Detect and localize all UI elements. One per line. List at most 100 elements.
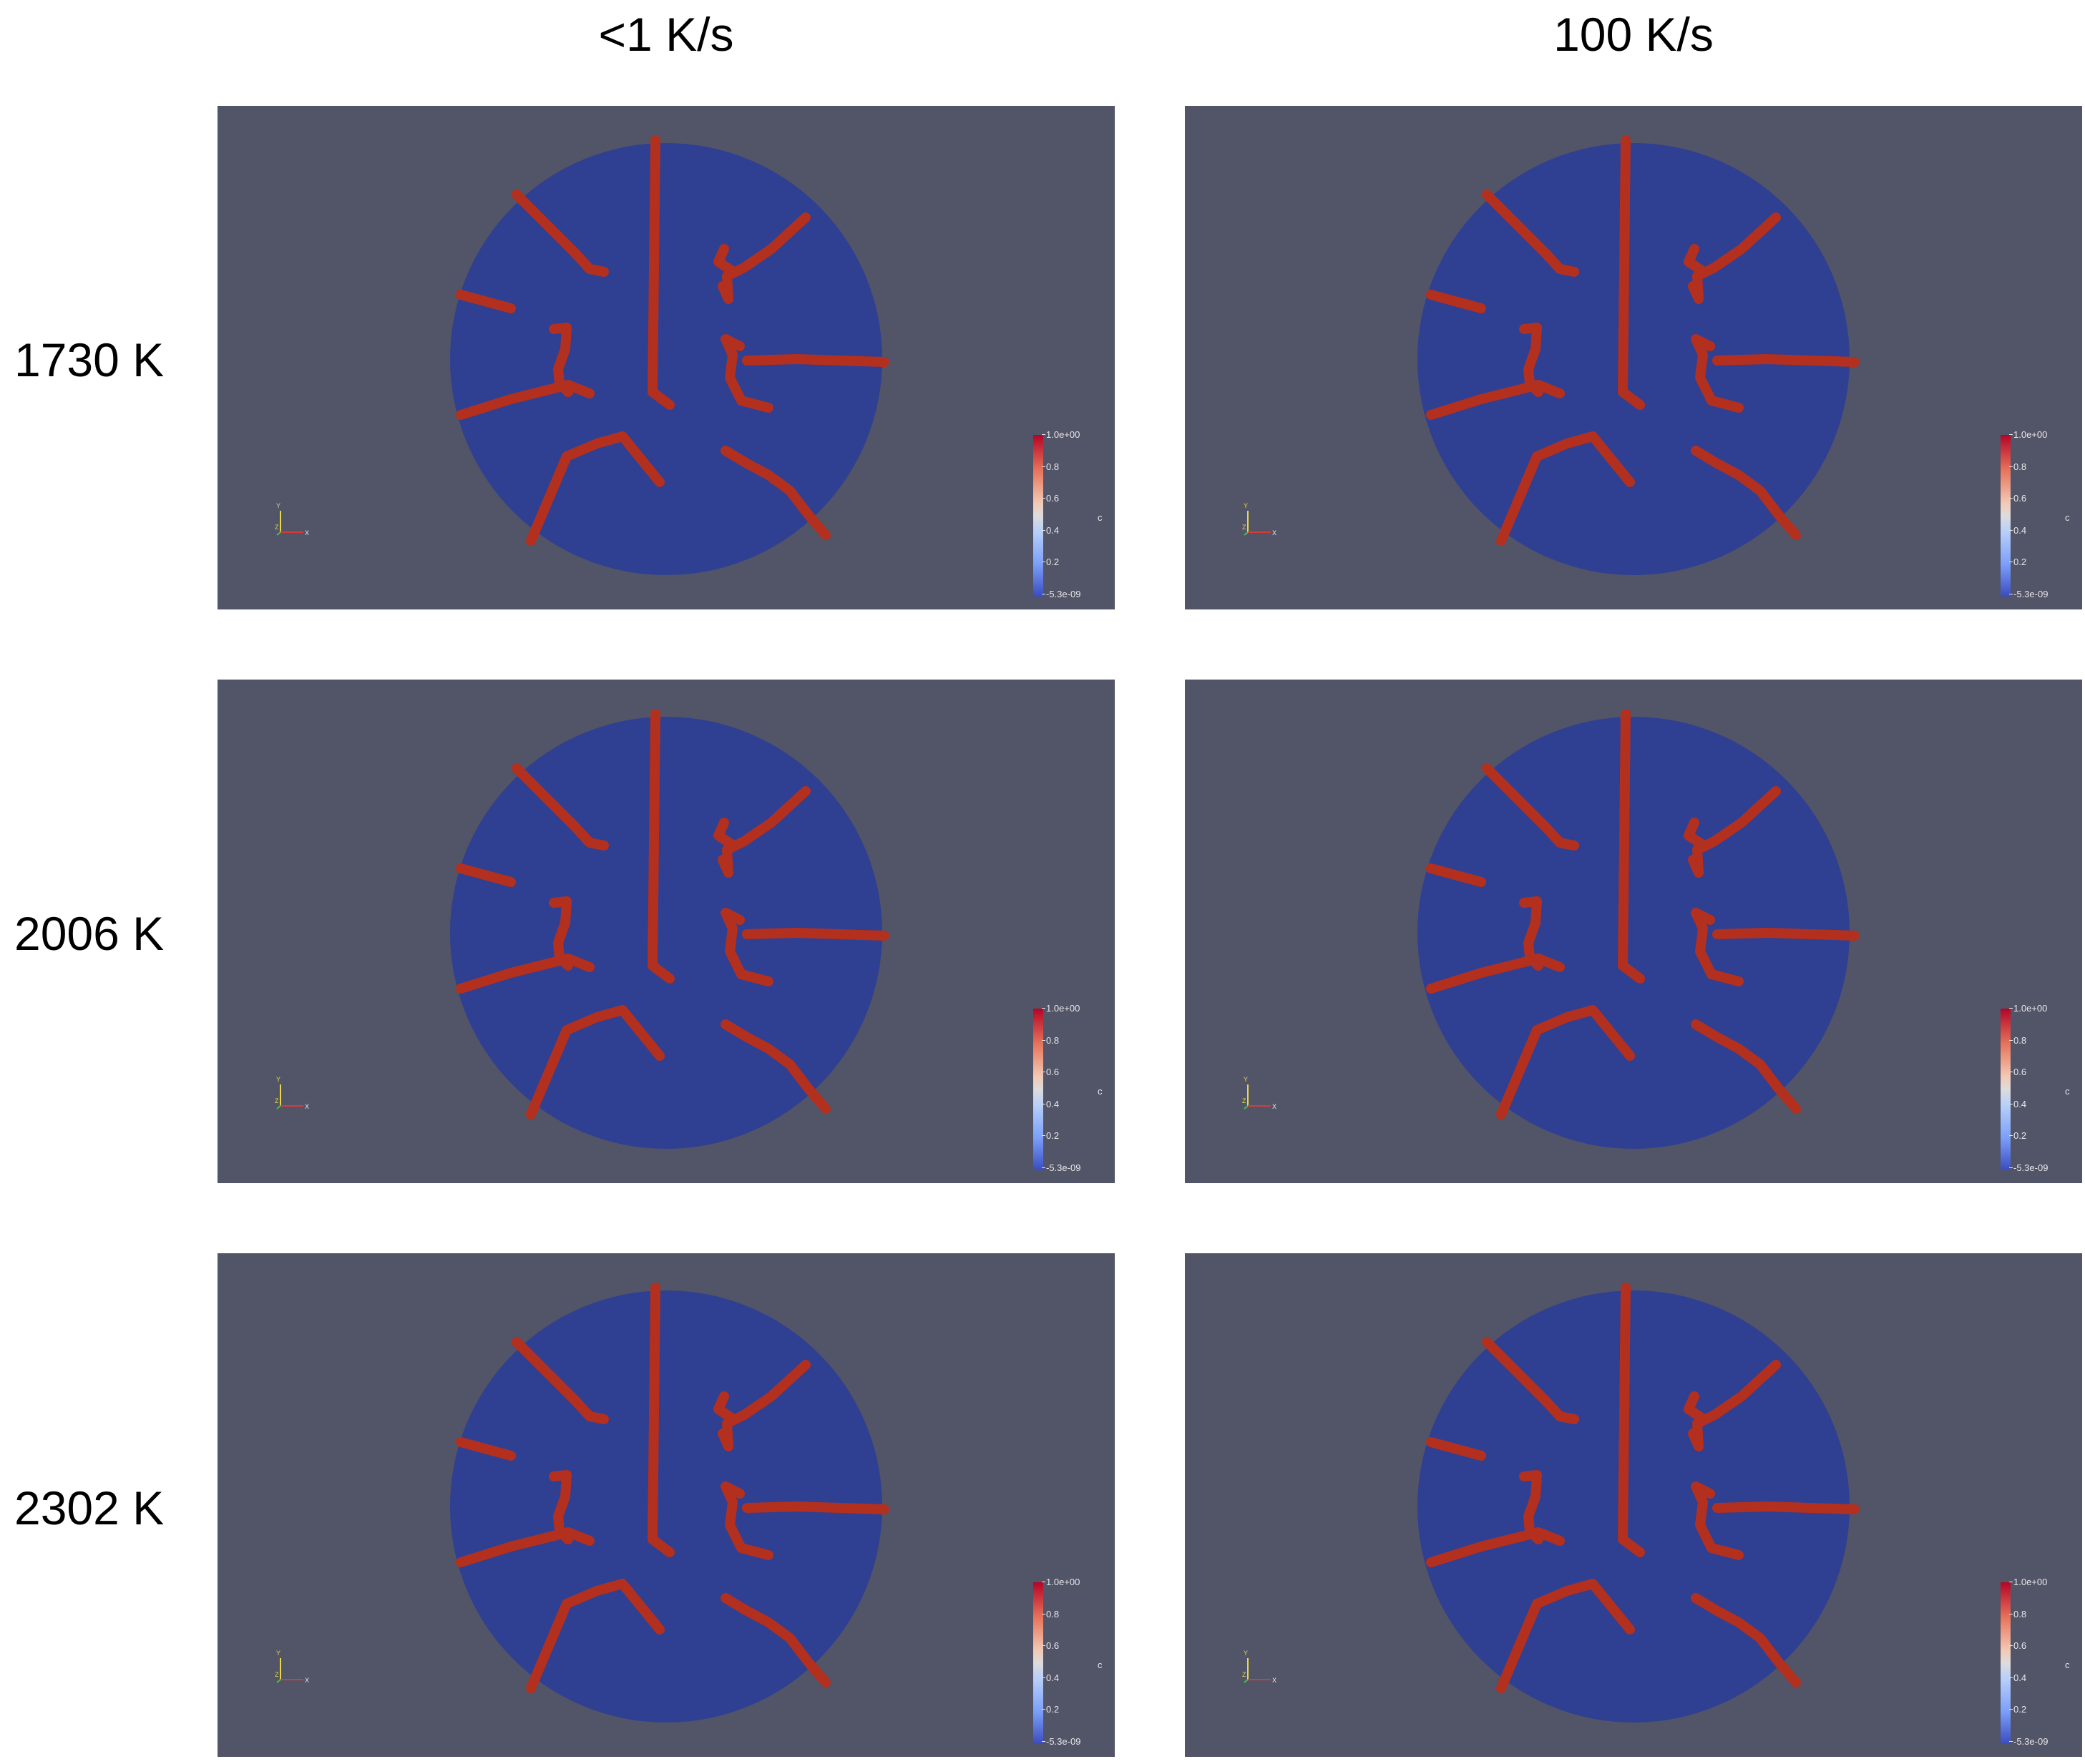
colorbar-tick-label: 1.0e+00 <box>2008 1003 2048 1014</box>
crack-line <box>526 431 665 546</box>
axes-triad: Y Z X <box>1242 1076 1276 1110</box>
colorbar-title: c <box>2065 512 2070 523</box>
crack-line <box>713 244 736 275</box>
crack-line <box>1519 896 1543 971</box>
colorbar-tick-label: 1.0e+00 <box>2008 429 2048 440</box>
crack-line <box>713 818 736 849</box>
crack-line <box>648 709 675 984</box>
crack-line <box>1684 818 1706 849</box>
colorbar-tick-label: 0.2 <box>1041 1130 1060 1142</box>
colorbar-title: c <box>2065 1086 2070 1097</box>
crack-line <box>648 135 675 410</box>
colorbar <box>2001 1582 2011 1744</box>
colorbar-tick-label: 0.4 <box>2008 1672 2027 1683</box>
colorbar-tick-label: 0.4 <box>2008 524 2027 536</box>
colorbar-tick-label: 1.0e+00 <box>1041 429 1080 440</box>
colorbar-tick-label: -5.3e-09 <box>2008 1736 2049 1747</box>
axis-label: Y <box>1244 1076 1248 1083</box>
crack-field-plot <box>450 1283 889 1723</box>
axes-triad: Y Z X <box>1242 502 1276 536</box>
axis-label: Z <box>1242 1671 1246 1678</box>
crack-line <box>1482 190 1579 277</box>
colorbar-tick-label: 0.6 <box>2008 1067 2027 1078</box>
colorbar-tick-label: 0.2 <box>2008 1704 2027 1715</box>
crack-line <box>549 896 573 971</box>
crack-line <box>721 1019 831 1114</box>
crack-line <box>1712 354 1860 367</box>
colorbar <box>1033 1009 1043 1170</box>
axis-label: Y <box>276 1650 280 1657</box>
crack-field-plot <box>1417 1283 1860 1723</box>
axes-triad: Y Z X <box>275 1076 309 1110</box>
axes-triad: Y Z X <box>275 502 309 536</box>
crack-line <box>1618 135 1645 410</box>
row-header-2302: 2302 K <box>14 1481 165 1534</box>
axis-label: X <box>305 529 309 536</box>
colorbar-tick-label: 1.0e+00 <box>1041 1003 1080 1014</box>
colorbar-tick-label: 0.8 <box>2008 461 2027 472</box>
colorbar-tick-label: -5.3e-09 <box>1041 1162 1081 1173</box>
crack-line <box>1496 1579 1635 1693</box>
crack-line <box>721 446 831 540</box>
colorbar-tick-label: 1.0e+00 <box>1041 1577 1080 1587</box>
colorbar-tick-label: 0.2 <box>1041 557 1060 568</box>
crack-line <box>456 954 595 994</box>
colorbar-tick-label: -5.3e-09 <box>1041 1736 1081 1747</box>
colorbar-tick-label: 0.8 <box>2008 1034 2027 1046</box>
crack-line <box>1691 908 1744 986</box>
crack-line <box>1691 1593 1801 1687</box>
colorbar-tick-label: 0.4 <box>1041 1672 1060 1683</box>
crack-line <box>512 190 609 277</box>
crack-line <box>742 928 889 941</box>
crack-line <box>1496 1005 1635 1119</box>
axis-label: Y <box>276 1076 280 1083</box>
crack-line <box>1426 1437 1486 1461</box>
simulation-panel: Y Z X 1.0e+00 0.8 0.6 0.4 0.2 -5.3e-09 c <box>218 680 1115 1183</box>
crack-line <box>721 334 773 413</box>
colorbar-tick-label: 0.2 <box>1041 1704 1060 1715</box>
simulation-panel: Y Z X 1.0e+00 0.8 0.6 0.4 0.2 -5.3e-09 c <box>218 1253 1115 1757</box>
crack-line <box>549 1470 573 1544</box>
axis-label: X <box>1272 529 1276 536</box>
crack-line <box>1618 1283 1645 1557</box>
axis-label: Z <box>275 1097 279 1104</box>
colorbar-tick-label: 0.4 <box>2008 1098 2027 1109</box>
colorbar-tick-label: 0.8 <box>1041 1034 1060 1046</box>
colorbar <box>1033 435 1043 597</box>
colorbar-tick-label: 0.2 <box>2008 1130 2027 1142</box>
crack-line <box>1426 863 1486 887</box>
crack-line <box>1426 290 1486 313</box>
column-header-slow: <1 K/s <box>598 8 734 61</box>
crack-line <box>456 863 516 887</box>
crack-line <box>1691 1481 1744 1560</box>
colorbar-tick-label: -5.3e-09 <box>2008 589 2049 599</box>
simulation-panel: Y Z X 1.0e+00 0.8 0.6 0.4 0.2 -5.3e-09 c <box>1185 106 2082 609</box>
colorbar-tick-label: 0.4 <box>1041 1098 1060 1109</box>
crack-line <box>1426 1527 1565 1567</box>
axes-triad: Y Z X <box>275 1650 309 1684</box>
axis-label: Z <box>1242 1097 1246 1104</box>
crack-line <box>742 354 889 367</box>
crack-line <box>1691 334 1744 413</box>
colorbar-tick-label: 0.4 <box>1041 524 1060 536</box>
colorbar-tick-label: 1.0e+00 <box>2008 1577 2048 1587</box>
crack-line <box>1519 323 1543 397</box>
crack-line <box>713 1391 736 1423</box>
axis-label: Z <box>1242 524 1246 531</box>
crack-line <box>512 1337 609 1424</box>
crack-line <box>526 1005 665 1119</box>
axis-label: Y <box>1244 1650 1248 1657</box>
crack-line <box>1426 954 1565 994</box>
crack-line <box>456 1437 516 1461</box>
crack-line <box>1482 1337 1579 1424</box>
crack-line <box>456 380 595 420</box>
crack-line <box>1426 380 1565 420</box>
crack-line <box>1482 763 1579 851</box>
crack-line <box>742 1501 889 1514</box>
colorbar-title: c <box>2065 1660 2070 1670</box>
crack-line <box>1712 928 1860 941</box>
crack-line <box>1684 1391 1706 1423</box>
colorbar-title: c <box>1098 1660 1103 1670</box>
axes-triad: Y Z X <box>1242 1650 1276 1684</box>
colorbar-tick-label: 0.6 <box>2008 493 2027 504</box>
